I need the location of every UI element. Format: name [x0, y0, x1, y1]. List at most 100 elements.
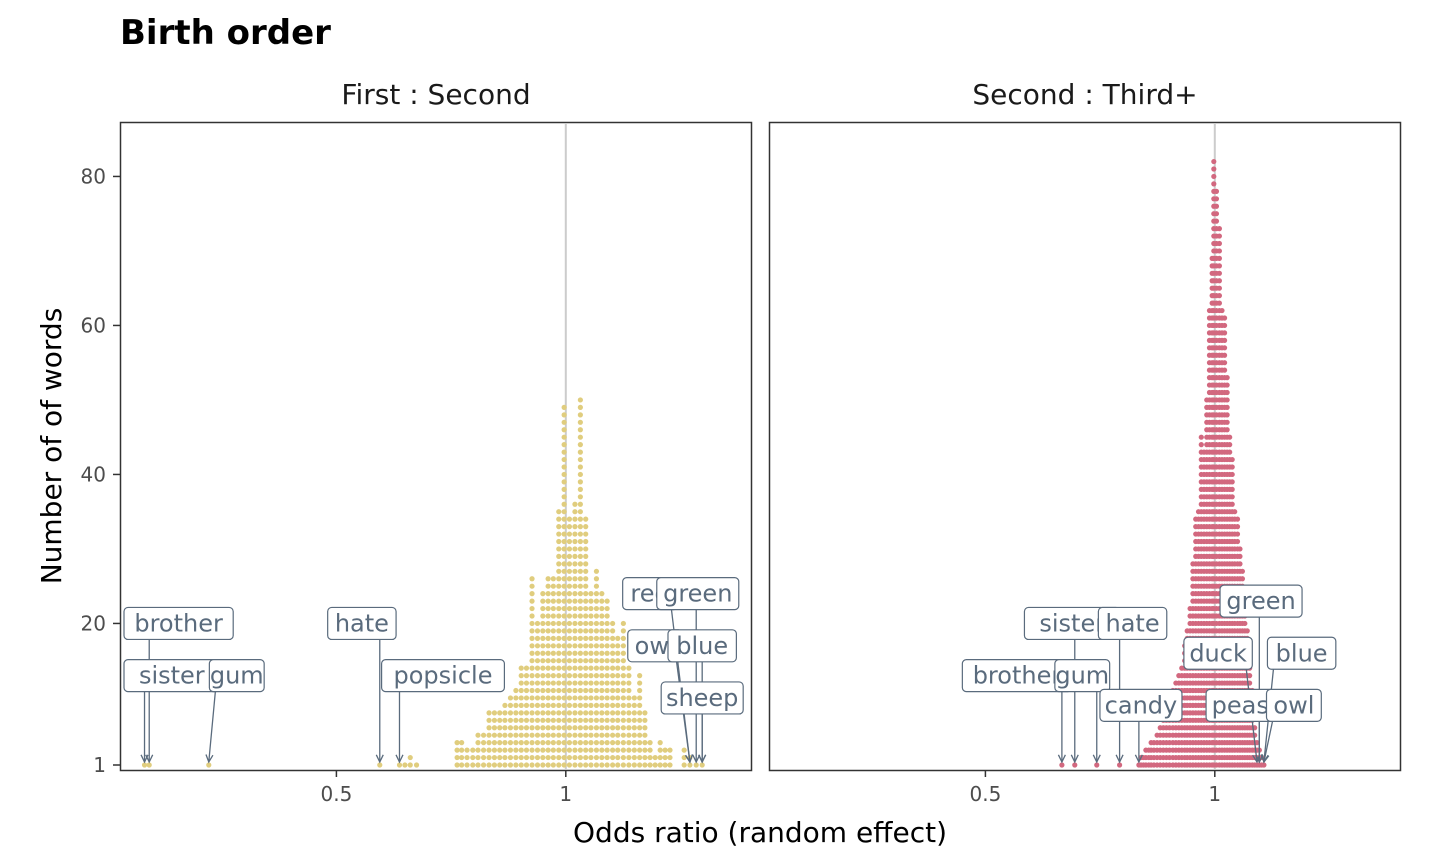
word-dot: [534, 710, 541, 716]
word-dot: [1239, 576, 1246, 582]
word-dot: [631, 754, 637, 761]
word-dot: [556, 762, 562, 768]
word-dot: [486, 725, 492, 731]
word-dot: [529, 605, 535, 612]
word-dot: [561, 501, 567, 507]
word-dot: [572, 725, 578, 731]
word-dot: [566, 524, 573, 530]
word-dot: [507, 732, 514, 738]
word-dot: [577, 412, 583, 418]
word-dot: [534, 673, 541, 679]
word-dot: [657, 740, 663, 746]
word-dot: [534, 717, 541, 723]
word-dot: [545, 583, 551, 589]
label-arrow: [1263, 721, 1274, 763]
word-dot: [556, 561, 562, 567]
word-dot: [518, 680, 524, 686]
word-dot: [491, 762, 498, 768]
word-dot: [626, 732, 632, 738]
word-dot: [583, 673, 589, 679]
word-dot: [523, 762, 530, 768]
word-dot: [518, 702, 524, 709]
word-dot: [513, 732, 519, 738]
word-dot: [588, 613, 594, 619]
word-label-box: [1219, 584, 1303, 618]
x-axis-title: Odds ratio (random effect): [573, 816, 947, 849]
word-dot: [561, 717, 567, 723]
word-dot: [540, 643, 546, 649]
word-dot: [620, 747, 626, 753]
word-dot: [497, 710, 503, 716]
word-dot: [545, 710, 551, 716]
word-dot: [577, 576, 583, 582]
word-dot: [561, 412, 567, 418]
word-dot: [540, 665, 546, 671]
word-dot: [572, 695, 578, 701]
word-dot: [637, 695, 643, 701]
word-dot: [610, 754, 616, 761]
word-dot: [486, 740, 492, 746]
word-dot: [1234, 516, 1241, 522]
word-dot: [577, 762, 583, 768]
word-dot: [507, 747, 514, 753]
word-dot: [507, 740, 514, 746]
word-dot: [604, 762, 610, 768]
word-dot: [667, 747, 673, 753]
word-dot: [486, 754, 492, 761]
word-dot: [1216, 255, 1223, 261]
word-label-hate: hate: [335, 609, 389, 637]
word-dot: [577, 568, 583, 574]
word-dot: [561, 583, 567, 589]
word-dot: [561, 538, 567, 545]
word-dot: [518, 717, 524, 723]
word-dot: [577, 680, 583, 686]
word-dot: [637, 680, 643, 686]
word-dot: [642, 747, 648, 753]
word-dot: [577, 501, 583, 507]
word-dot: [556, 628, 562, 634]
word-dot: [464, 747, 470, 753]
word-dot: [566, 605, 573, 612]
word-dot: [534, 725, 541, 731]
word-dot: [1221, 367, 1228, 373]
word-dot: [518, 747, 524, 753]
word-dot: [566, 628, 573, 634]
word-dot: [566, 635, 573, 641]
word-dot: [529, 591, 535, 597]
word-dot: [572, 732, 578, 738]
word-dot: [480, 747, 487, 753]
word-dot: [534, 747, 541, 753]
y-tick-label: 1: [93, 753, 106, 777]
word-dot: [545, 740, 551, 746]
word-dot: [550, 613, 556, 619]
word-dot: [577, 434, 583, 440]
word-dot: [631, 762, 637, 768]
word-dot: [566, 695, 573, 701]
word-dot: [502, 740, 508, 746]
word-dot: [1224, 397, 1230, 403]
word-dot: [556, 710, 562, 716]
word-dot: [593, 613, 600, 619]
word-dot: [550, 747, 556, 753]
word-dot: [604, 658, 610, 664]
word-dot: [529, 695, 535, 701]
word-dot: [572, 754, 578, 761]
word-dot: [583, 583, 589, 589]
word-dot: [593, 568, 600, 574]
word-dot: [642, 725, 648, 731]
word-dot: [545, 680, 551, 686]
word-dot: [647, 762, 653, 768]
word-dot: [523, 717, 530, 723]
word-dot: [507, 710, 514, 716]
word-dot: [1224, 419, 1230, 425]
word-dot: [1211, 166, 1217, 172]
word-dot: [615, 732, 621, 738]
word-dot: [561, 404, 567, 410]
word-dot: [572, 613, 578, 619]
word-dot: [599, 702, 605, 709]
word-dot: [529, 583, 535, 589]
word-dot: [626, 762, 632, 768]
word-dot: [513, 762, 519, 768]
word-dot: [577, 710, 583, 716]
word-dot: [577, 754, 583, 761]
